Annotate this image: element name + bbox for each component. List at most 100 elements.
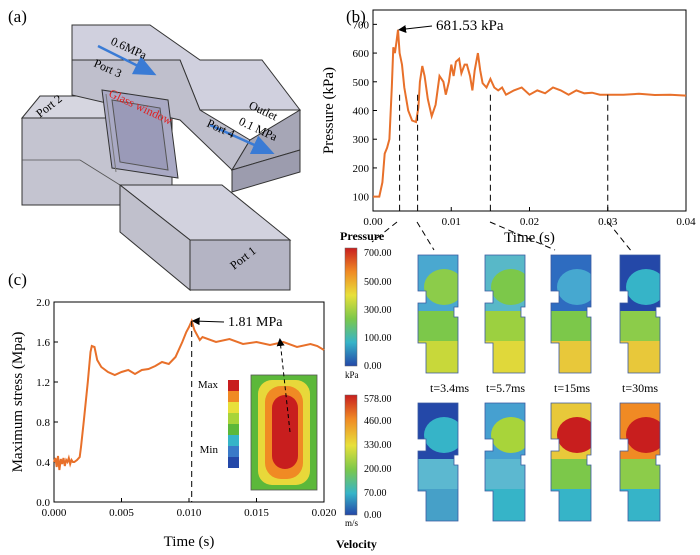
time-label-2: t=5.7ms (486, 381, 525, 395)
contour-region (418, 489, 458, 521)
x-tick-label: 0.00 (363, 216, 383, 228)
contour-region (620, 459, 660, 489)
velocity-contour (620, 403, 660, 521)
pressure-contour (418, 255, 458, 373)
pressure-tick: 0.00 (364, 361, 382, 372)
contour-region (424, 417, 458, 453)
y-tick-label: 2.0 (36, 297, 50, 309)
velocity-colorbar-title: Velocity (336, 537, 377, 551)
inlet-arrow (97, 44, 157, 76)
contour-region (551, 341, 591, 373)
contour-region (491, 417, 525, 453)
contour-region (485, 311, 525, 341)
outlet-arrow (209, 123, 275, 155)
contour-outline (484, 254, 526, 374)
velocity-tick: 330.00 (364, 440, 392, 451)
contour-region (485, 341, 525, 373)
velocity-tick: 460.00 (364, 416, 392, 427)
x-tick-label: 0.005 (109, 507, 134, 519)
x-tick-label: 0.02 (520, 216, 539, 228)
port1-side-face (119, 183, 191, 292)
pressure-contour (620, 255, 660, 373)
panel-a: (a) 0.6MPa (8, 7, 302, 292)
y-axis-label: Pressure (kPa) (321, 67, 337, 154)
contour-region (551, 459, 591, 489)
contour-region (620, 341, 660, 373)
stress-inset (250, 338, 318, 491)
pressure-contour (551, 255, 591, 373)
pressure-colorbar: Pressure 700.00 500.00 300.00 100.00 0.0… (340, 229, 392, 380)
pressure-contour (485, 255, 525, 373)
velocity-contour (551, 403, 591, 521)
time-label-4: t=30ms (622, 381, 658, 395)
panel-c: (c) 0.000 0.005 0.010 0.015 0.020 0.0 0.4 0.8 1.… (8, 270, 337, 550)
peak-arrow (398, 25, 433, 33)
contour-panels: Pressure 700.00 500.00 300.00 100.00 0.0… (336, 229, 661, 551)
y-tick-label: 1.2 (36, 377, 50, 389)
time-label-1: t=3.4ms (430, 381, 469, 395)
contour-region (626, 417, 660, 453)
velocity-colorbar: 578.00 460.00 330.00 200.00 70.00 0.00 m… (336, 394, 392, 551)
contour-region (418, 341, 458, 373)
y-tick-label: 1.6 (36, 337, 50, 349)
contour-outline (550, 402, 592, 522)
time-label-3: t=15ms (554, 381, 590, 395)
x-axis-label: Time (s) (164, 534, 215, 550)
x-tick-label: 0.000 (42, 507, 67, 519)
x-tick-label: 0.010 (177, 507, 202, 519)
contour-region (620, 311, 660, 341)
lower-channel (20, 95, 292, 292)
series-line (53, 318, 325, 471)
x-tick-label: 0.04 (676, 216, 696, 228)
legend-min-label: Min (200, 444, 219, 456)
y-tick-label: 300 (353, 134, 370, 146)
legend-max-label: Max (198, 379, 219, 391)
contour-region (485, 489, 525, 521)
y-tick-label: 400 (353, 106, 370, 118)
connector-lines (371, 221, 633, 253)
y-tick-label: 500 (353, 77, 370, 89)
plot-frame (372, 9, 687, 212)
y-tick-label: 0.4 (36, 457, 50, 469)
x-tick-label: 0.015 (244, 507, 269, 519)
pressure-colorbar-title: Pressure (340, 229, 385, 243)
velocity-tick: 200.00 (364, 464, 392, 475)
contour-region (551, 489, 591, 521)
peak-annotation: 681.53 kPa (436, 18, 504, 34)
x-axis-label: Time (s) (504, 230, 555, 246)
contour-outline (550, 254, 592, 374)
panel-c-label: (c) (8, 270, 27, 289)
velocity-tick: 578.00 (364, 394, 392, 405)
pressure-chart: 0.00 0.01 0.02 0.03 0.0410020030040050060070… (321, 9, 696, 246)
velocity-contour (418, 403, 458, 521)
pressure-unit: kPa (345, 370, 359, 380)
velocity-unit: m/s (345, 518, 359, 528)
velocity-tick: 0.00 (364, 510, 382, 521)
contour-region (557, 269, 591, 305)
y-tick-label: 600 (353, 48, 370, 60)
peak-arrow (191, 317, 225, 326)
velocity-tick: 70.00 (364, 488, 387, 499)
pressure-tick: 100.00 (364, 333, 392, 344)
stress-chart: 0.000 0.005 0.010 0.015 0.020 0.0 0.4 0.8 1.2 1.6… (10, 297, 337, 550)
velocity-contour (485, 403, 525, 521)
panel-b-label: (b) (346, 7, 366, 26)
y-tick-label: 100 (353, 192, 370, 204)
contour-region (418, 311, 458, 341)
x-tick-label: 0.01 (442, 216, 461, 228)
y-tick-label: 200 (353, 163, 370, 175)
panel-a-label: (a) (8, 7, 27, 26)
pressure-tick: 300.00 (364, 305, 392, 316)
y-tick-label: 0.8 (36, 417, 50, 429)
pressure-tick: 500.00 (364, 277, 392, 288)
contour-region (491, 269, 525, 305)
y-tick-label: 700 (353, 19, 370, 31)
contour-region (424, 269, 458, 305)
glass-window (101, 89, 179, 179)
contour-outline (417, 402, 459, 522)
series-line (373, 29, 687, 198)
contour-outline (417, 254, 459, 374)
peak-annotation: 1.81 MPa (228, 315, 283, 330)
contour-outline (619, 254, 661, 374)
